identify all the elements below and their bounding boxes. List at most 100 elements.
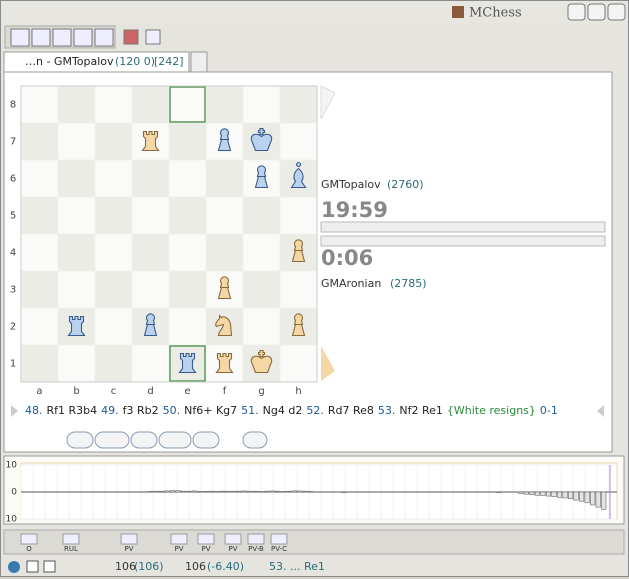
bottom-clock: 0:06	[321, 246, 373, 270]
board-square	[168, 122, 207, 161]
analysis-button	[170, 533, 188, 545]
tab-extra[interactable]	[190, 51, 208, 73]
chess-piece	[250, 349, 273, 374]
app-icon	[452, 6, 464, 18]
file-label: f	[223, 386, 227, 397]
top-clock-bar	[320, 221, 606, 233]
board-square	[94, 85, 133, 124]
analysis-button-label: PV-C	[271, 545, 287, 553]
eval-bar	[534, 491, 540, 496]
eval-bar	[595, 491, 601, 508]
analysis-button	[20, 533, 38, 545]
eval-bar	[579, 491, 585, 502]
status-eval-ply: 106	[185, 560, 206, 573]
move-number: 48.	[25, 404, 43, 417]
move-number: 52.	[306, 404, 324, 417]
analysis-button-label: PV	[228, 545, 237, 553]
eval-bar	[446, 491, 452, 493]
eval-bar	[496, 491, 502, 493]
board-border	[20, 85, 318, 383]
chess-piece	[254, 165, 269, 189]
board-square	[168, 159, 207, 198]
eval-bar	[219, 490, 225, 493]
file-label: e	[184, 386, 190, 397]
eval-bar	[241, 490, 247, 493]
nav-buttons	[66, 431, 268, 449]
move-number: 51.	[241, 404, 259, 417]
board-square	[168, 233, 207, 272]
board-square	[57, 159, 96, 198]
graph-tick-label: 10	[6, 515, 18, 525]
eval-bar	[158, 490, 165, 493]
tool-button[interactable]	[52, 28, 72, 47]
minimize-button[interactable]	[567, 3, 586, 21]
eval-bar	[169, 490, 176, 493]
nav-last[interactable]	[192, 431, 220, 449]
board-square	[20, 344, 59, 383]
eval-bar	[230, 490, 236, 493]
rank-label: 8	[10, 100, 16, 111]
eval-bar	[280, 491, 286, 493]
tool-button[interactable]	[123, 29, 139, 45]
tool-button[interactable]	[94, 28, 114, 47]
maximize-button[interactable]	[587, 3, 606, 21]
nav-forward[interactable]	[158, 431, 192, 449]
flip-board[interactable]	[242, 431, 268, 449]
board-square	[279, 344, 318, 383]
board-square	[20, 122, 59, 161]
rank-label: 2	[10, 322, 16, 333]
board-square	[94, 196, 133, 235]
tool-button[interactable]	[10, 28, 30, 47]
eval-bar	[275, 490, 281, 493]
eval-bar	[308, 491, 314, 493]
nav-first[interactable]	[66, 431, 94, 449]
status-bar	[1, 557, 628, 576]
eval-bar	[175, 490, 181, 493]
board-square	[205, 85, 244, 124]
eval-bar	[197, 491, 203, 493]
board-square	[242, 233, 281, 272]
eval-bar	[545, 491, 552, 497]
eval-bar	[407, 491, 413, 493]
analysis-button-label: PV	[174, 545, 183, 553]
status-icon	[8, 561, 20, 573]
eval-bar	[214, 491, 220, 493]
eval-bar	[208, 490, 214, 493]
tab-title: …n - GMTopalov	[25, 55, 114, 68]
eval-bar	[590, 491, 596, 506]
nav-forward-fast[interactable]	[130, 431, 158, 449]
eval-bar	[147, 491, 153, 493]
board-square	[94, 307, 133, 346]
board-square	[94, 233, 133, 272]
moves-scroll-left[interactable]	[11, 405, 18, 417]
eval-bar	[601, 491, 607, 510]
eval-bar	[186, 490, 192, 493]
chess-piece	[291, 239, 306, 263]
board-square	[168, 307, 207, 346]
eval-bar	[584, 491, 590, 504]
analysis-button-label: PV	[201, 545, 210, 553]
board-square	[205, 159, 244, 198]
status-eval: (-6.40)	[207, 560, 244, 573]
move-number: 53.	[378, 404, 396, 417]
move-san: Nf6+ Kg7	[184, 404, 237, 417]
eval-bar	[380, 491, 386, 493]
nav-back[interactable]	[94, 431, 130, 449]
eval-bar	[164, 490, 170, 493]
top-player-name: GMTopalov	[321, 178, 381, 191]
analysis-button	[224, 533, 242, 545]
board-square	[131, 159, 170, 198]
eval-bar	[225, 490, 231, 493]
close-button[interactable]	[607, 3, 626, 21]
tool-button[interactable]	[145, 29, 161, 45]
board-square	[20, 159, 59, 198]
moves-scroll-right[interactable]	[597, 405, 604, 417]
eval-bar	[297, 490, 303, 493]
tool-button[interactable]	[31, 28, 51, 47]
move-comment: {White resigns}	[447, 404, 536, 417]
tool-button[interactable]	[73, 28, 93, 47]
eval-bar	[286, 490, 292, 493]
status-icon	[43, 560, 56, 573]
